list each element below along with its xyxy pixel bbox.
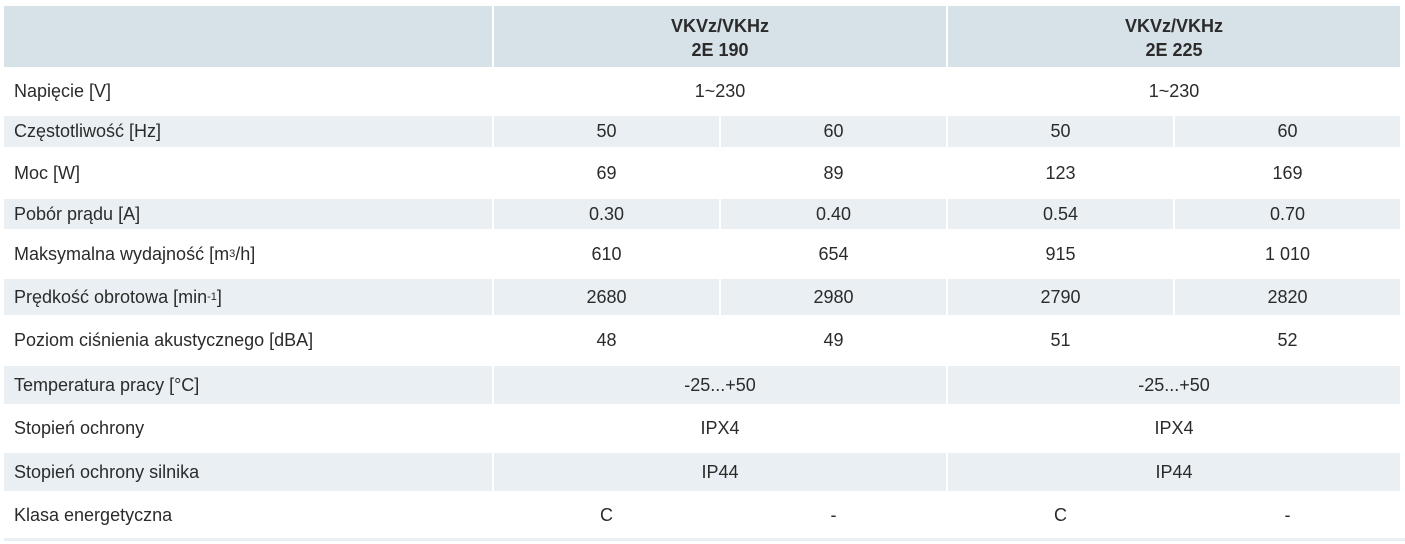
row-label: Temperatura pracy [°C] — [4, 366, 492, 404]
value-cell: 0.54 — [948, 199, 1173, 229]
value-cell: 51 — [1050, 330, 1071, 350]
value-cell: 48 — [596, 330, 617, 350]
model-size: 2E 190 — [691, 39, 749, 60]
header-empty-cell — [4, 6, 492, 67]
value-cell: 2790 — [948, 279, 1173, 315]
value-cell: -25...+50 — [948, 366, 1400, 404]
value-cell: 2980 — [721, 279, 946, 315]
bottom-rule — [4, 538, 1405, 541]
value-cell: C — [600, 504, 613, 525]
value-cell: 49 — [823, 330, 844, 350]
row-label: Pobór prądu [A] — [4, 199, 492, 229]
value-cell: IP44 — [494, 453, 946, 491]
value-cell: 0.30 — [494, 199, 719, 229]
model-name: VKVz/VKHz — [670, 15, 769, 36]
value-cell: - — [830, 504, 837, 525]
value-cell: 610 — [591, 243, 622, 264]
value-cell: 1~230 — [1148, 81, 1200, 101]
row-label: Stopień ochrony silnika — [4, 453, 492, 491]
value-cell: 1 010 — [1264, 243, 1311, 264]
header-model-2: VKVz/VKHz 2E 225 — [948, 6, 1400, 67]
value-cell: 0.40 — [721, 199, 946, 229]
value-cell: IPX4 — [700, 418, 740, 438]
value-cell: 1~230 — [694, 81, 746, 101]
header-model-1: VKVz/VKHz 2E 190 — [494, 6, 946, 67]
row-label: Maksymalna wydajność [m 3/h] — [14, 243, 256, 264]
row-label: Stopień ochrony — [14, 418, 145, 438]
spec-table: VKVz/VKHz 2E 190 VKVz/VKHz 2E 225 Napięc… — [4, 6, 1400, 537]
model-name: VKVz/VKHz — [1124, 15, 1223, 36]
row-label: Prędkość obrotowa [min -1] — [4, 279, 492, 315]
row-label: Częstotliwość [Hz] — [4, 116, 492, 147]
value-cell: 2680 — [494, 279, 719, 315]
value-cell: 60 — [721, 116, 946, 147]
value-cell: 123 — [1045, 162, 1076, 183]
row-label: Napięcie [V] — [14, 81, 112, 101]
value-cell: 52 — [1277, 330, 1298, 350]
value-cell: 0.70 — [1175, 199, 1400, 229]
value-cell: 89 — [823, 162, 844, 183]
value-cell: IPX4 — [1154, 418, 1194, 438]
value-cell: 50 — [948, 116, 1173, 147]
value-cell: 169 — [1272, 162, 1303, 183]
value-cell: 69 — [596, 162, 617, 183]
value-cell: -25...+50 — [494, 366, 946, 404]
value-cell: 654 — [818, 243, 849, 264]
value-cell: - — [1284, 504, 1291, 525]
row-label: Moc [W] — [14, 162, 80, 183]
value-cell: 60 — [1175, 116, 1400, 147]
value-cell: 915 — [1045, 243, 1076, 264]
model-size: 2E 225 — [1145, 39, 1203, 60]
value-cell: IP44 — [948, 453, 1400, 491]
value-cell: C — [1054, 504, 1067, 525]
row-label: Poziom ciśnienia akustycznego [dBA] — [14, 330, 314, 350]
value-cell: 50 — [494, 116, 719, 147]
row-label: Klasa energetyczna — [14, 504, 173, 525]
value-cell: 2820 — [1175, 279, 1400, 315]
